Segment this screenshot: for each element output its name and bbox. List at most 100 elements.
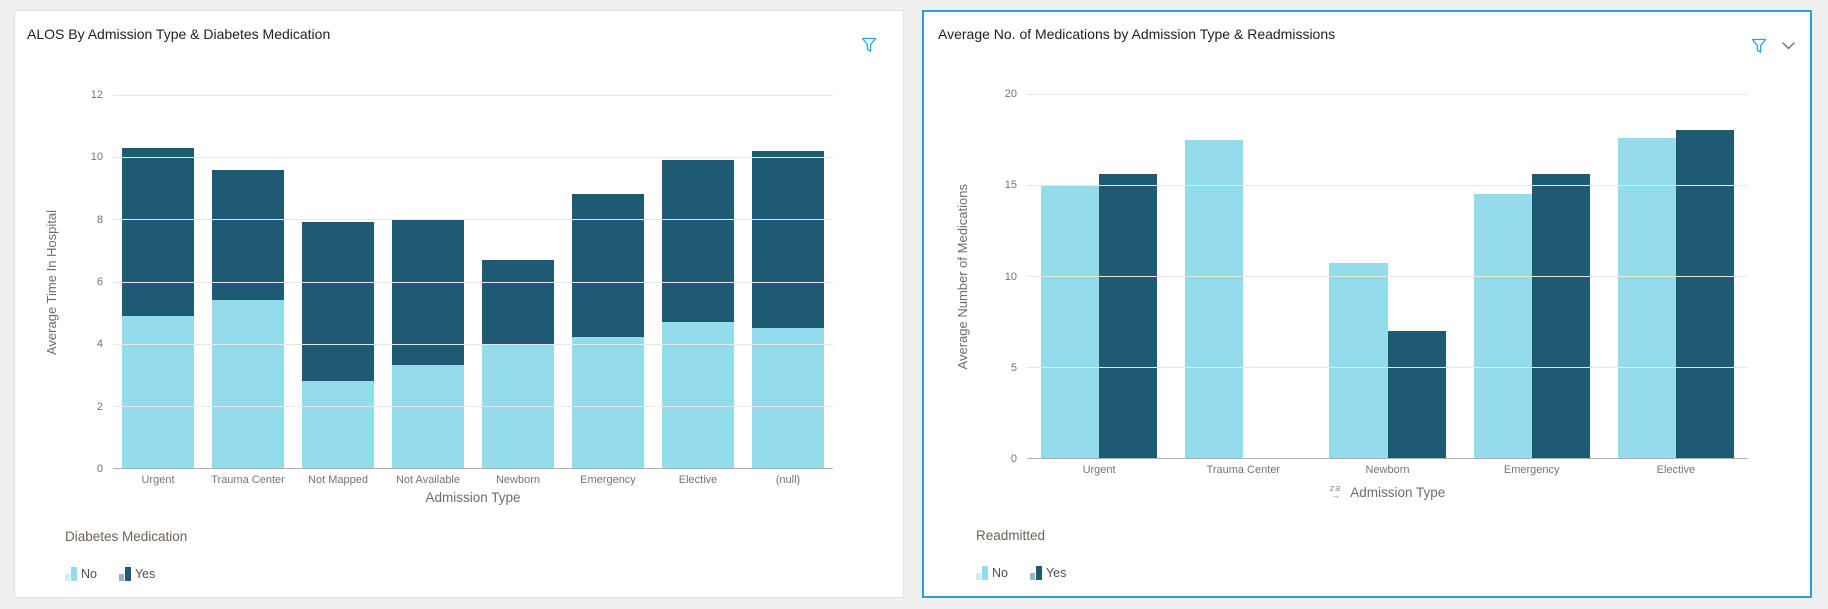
y-tick-label: 4 [96,338,103,351]
bar-segment-yes[interactable] [302,222,374,381]
bar-segment-yes[interactable] [212,169,284,301]
bars [1027,94,1748,458]
legend-bar-swatch-icon [65,567,77,581]
x-tick-label: Not Mapped [308,474,368,486]
category-slot [1171,94,1315,458]
category-slot [563,95,653,468]
stacked-bar[interactable] [212,95,284,468]
legend-item-no[interactable]: No [65,567,97,581]
bar-no[interactable] [1329,263,1388,458]
bar-segment-yes[interactable] [392,219,464,366]
category-slot [653,95,743,468]
bar-yes[interactable] [1531,174,1590,458]
legend-bar-swatch-icon [118,567,131,581]
gridline [113,219,833,221]
chevron-down-icon[interactable] [1780,38,1796,54]
x-tick-label: Not Available [395,474,460,486]
bar-group [1473,94,1590,458]
legend-item-yes[interactable]: Yes [118,566,156,581]
category-slot [1027,94,1171,458]
bar-group [1041,94,1158,458]
gridline [1027,367,1748,368]
gridline [113,281,833,283]
y-tick-label: 6 [96,276,103,288]
legend-item-label: Yes [1045,565,1067,580]
y-tick-label: 2 [96,400,103,413]
x-tick-label: Elective [678,474,718,486]
bar-segment-no[interactable] [212,300,284,468]
x-axis-labels: Urgent Trauma Center Not Mapped Not Availab… [113,474,833,486]
legend-bar-swatch-icon [1029,566,1042,580]
bar-group [1185,94,1301,458]
legend-item-label: Yes [134,566,156,581]
y-tick-label: 12 [90,89,103,101]
x-axis-labels: Urgent Trauma Center Newborn Emergency Elect… [1027,464,1748,476]
y-tick-label: 8 [96,213,103,226]
legend-item-yes[interactable]: Yes [1029,565,1067,580]
bar-segment-yes[interactable] [572,194,644,338]
stacked-bar[interactable] [572,95,644,468]
y-axis-ticks: 0 5 10 15 20 [924,88,1017,465]
bar-no[interactable] [1617,137,1676,458]
y-tick-label: 20 [1004,88,1017,100]
x-tick-label: Emergency [580,474,636,486]
gridline [113,157,833,159]
bar-segment-no[interactable] [752,328,824,468]
stacked-bar[interactable] [392,95,464,468]
legend-item-no[interactable]: No [976,566,1008,580]
bar-segment-no[interactable] [302,380,374,468]
bar-no[interactable] [1473,194,1532,458]
gridline [113,343,833,345]
bar-yes[interactable] [1675,130,1734,458]
bar-segment-yes[interactable] [662,160,734,322]
bar-segment-yes[interactable] [752,150,824,329]
stacked-bar[interactable] [662,95,734,468]
category-slot [293,95,383,468]
gridline [1027,94,1748,95]
stacked-bar[interactable] [752,95,824,468]
legend: Diabetes Medication No Yes [65,529,187,581]
bar-no[interactable] [1185,139,1244,458]
chart-title[interactable]: ALOS By Admission Type & Diabetes Medica… [27,26,331,42]
card-header-actions [861,37,877,53]
legend-title: Diabetes Medication [65,529,188,544]
bar-segment-no[interactable] [572,337,644,468]
bar-segment-no[interactable] [122,315,194,468]
y-axis-ticks: 0 2 4 6 8 10 12 [15,89,103,475]
x-tick-label: Emergency [1503,464,1560,476]
y-tick-label: 5 [1010,361,1017,374]
chart-card-medications[interactable]: Average No. of Medications by Admission … [922,10,1812,598]
category-slot [1460,94,1604,458]
category-slot [743,95,833,468]
bar-no[interactable] [1041,185,1100,458]
bar-yes[interactable] [1099,174,1158,458]
x-tick-label: (null) [775,474,801,486]
y-tick-label: 0 [1010,453,1017,465]
filter-funnel-icon[interactable] [861,37,877,53]
legend-title: Readmitted [976,528,1046,543]
plot-area [113,95,833,469]
chart-title[interactable]: Average No. of Medications by Admission … [938,26,1336,42]
bar-segment-no[interactable] [662,321,734,468]
legend-item-label: No [81,566,97,581]
stacked-bar[interactable] [302,95,374,468]
x-tick-label: Urgent [141,474,175,486]
gridline [1027,276,1748,277]
bar-segment-yes[interactable] [122,147,194,316]
y-tick-label: 10 [90,151,103,164]
sort-za-icon[interactable]: za → [1329,483,1342,500]
bar-group [1329,94,1446,458]
x-tick-label: Newborn [1365,464,1410,476]
category-slot [203,95,293,468]
bar-yes[interactable] [1387,330,1446,458]
filter-funnel-icon[interactable] [1751,38,1767,54]
x-tick-label: Urgent [1082,464,1116,476]
y-tick-label: 15 [1004,179,1017,192]
bar-segment-no[interactable] [392,365,464,468]
y-tick-label: 10 [1004,270,1017,283]
stacked-bar[interactable] [122,95,194,468]
gridline [113,405,833,407]
bar-segment-yes[interactable] [482,259,554,344]
chart-card-alos[interactable]: ALOS By Admission Type & Diabetes Medica… [14,10,904,598]
category-slot [113,95,203,468]
